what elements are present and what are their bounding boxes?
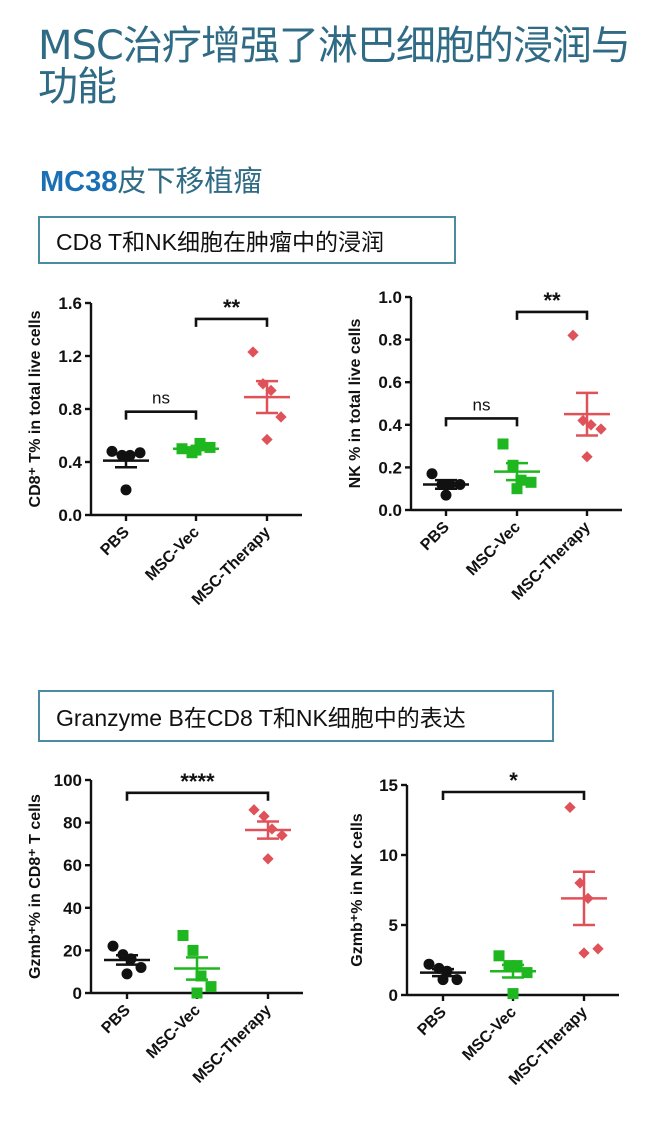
section-label: CD8 T和NK细胞在肿瘤中的浸润 [56, 229, 384, 255]
y-tick-label: 0 [73, 984, 82, 1003]
data-point [135, 961, 147, 973]
data-point [261, 433, 273, 446]
data-point [120, 484, 132, 496]
y-tick-label: 0.6 [378, 373, 402, 392]
x-tick-label: MSC-Vec [459, 1004, 520, 1065]
significance-label: **** [180, 769, 215, 794]
data-point [451, 974, 463, 986]
data-point [592, 943, 604, 955]
y-tick-label: 0.8 [378, 331, 402, 350]
section-label: Granzyme B在CD8 T和NK细胞中的表达 [56, 705, 466, 731]
x-tick-label: PBS [415, 1004, 451, 1040]
data-point [195, 970, 207, 982]
y-tick-label: 0.4 [378, 416, 402, 435]
significance-label: ns [473, 395, 491, 414]
y-axis-title: Gzmb⁺% in CD8⁺ T cells [27, 794, 44, 979]
y-tick-label: 5 [389, 916, 398, 935]
data-point [204, 441, 216, 453]
y-axis-title: CD8⁺ T% in total live cells [27, 310, 44, 507]
y-tick-label: 0.2 [378, 458, 402, 477]
subtitle-model: MC38 [40, 166, 118, 198]
section-subtitle: MC38皮下移植瘤 [40, 158, 262, 200]
y-tick-label: 15 [379, 776, 398, 795]
section-header-infiltration: CD8 T和NK细胞在肿瘤中的浸润 [38, 216, 456, 264]
data-point [507, 459, 519, 471]
x-tick-label: PBS [98, 524, 134, 560]
data-point [493, 950, 505, 962]
data-point [426, 468, 438, 480]
x-tick-label: MSC-Vec [142, 524, 203, 585]
significance-bracket [194, 317, 269, 327]
page-title: MSC治疗增强了淋巴细胞的浸润与功能 [38, 23, 631, 110]
y-tick-label: 20 [63, 941, 82, 960]
significance-bracket [124, 410, 198, 420]
data-point [521, 967, 533, 979]
data-point [567, 329, 579, 341]
data-point [191, 987, 203, 999]
data-point [275, 411, 287, 423]
y-tick-label: 100 [54, 771, 82, 790]
data-point [107, 940, 119, 952]
data-point [121, 968, 133, 980]
data-point [134, 447, 146, 459]
data-point [276, 829, 288, 842]
x-tick-label: PBS [418, 519, 454, 555]
data-point [187, 944, 199, 956]
data-point [248, 804, 260, 816]
significance-label: ns [152, 389, 170, 408]
y-tick-label: 80 [63, 814, 82, 833]
data-point [525, 476, 537, 488]
section-header-granzyme: Granzyme B在CD8 T和NK细胞中的表达 [38, 690, 554, 742]
data-point [578, 947, 590, 959]
significance-bracket [444, 417, 519, 427]
data-point [205, 981, 217, 993]
significance-bracket [515, 310, 589, 320]
data-point [511, 483, 523, 495]
data-point [106, 445, 118, 457]
y-tick-label: 0.8 [58, 400, 82, 419]
data-point [581, 451, 593, 463]
y-tick-label: 0 [389, 986, 398, 1005]
data-point [247, 346, 259, 358]
data-point [564, 801, 576, 814]
y-tick-label: 0.0 [378, 501, 402, 520]
significance-bracket [441, 790, 586, 800]
y-axis-title: Gzmb⁺% in NK cells [349, 813, 366, 966]
data-point [507, 988, 519, 1000]
data-point [595, 423, 607, 435]
y-tick-label: 1.0 [378, 288, 402, 307]
significance-label: * [509, 768, 518, 793]
x-tick-label: PBS [99, 1002, 135, 1038]
y-tick-label: 1.6 [58, 294, 82, 313]
subtitle-description: 皮下移植瘤 [117, 164, 263, 198]
data-point [194, 437, 206, 449]
significance-bracket [125, 791, 270, 801]
y-tick-label: 10 [379, 846, 398, 865]
y-tick-label: 0.4 [58, 453, 82, 472]
data-point [177, 929, 189, 941]
y-axis-title: NK % in total live cells [347, 318, 364, 488]
significance-label: ** [543, 288, 561, 313]
data-point [497, 438, 509, 450]
y-tick-label: 60 [63, 856, 82, 875]
data-point [440, 489, 452, 501]
data-point [423, 958, 435, 970]
x-tick-label: MSC-Vec [463, 519, 524, 580]
x-tick-label: MSC-Vec [143, 1002, 204, 1063]
y-tick-label: 1.2 [58, 347, 82, 366]
data-point [258, 810, 270, 822]
significance-label: ** [223, 295, 241, 320]
y-tick-label: 0.0 [58, 506, 82, 525]
y-tick-label: 40 [63, 899, 82, 918]
data-point [262, 853, 274, 865]
